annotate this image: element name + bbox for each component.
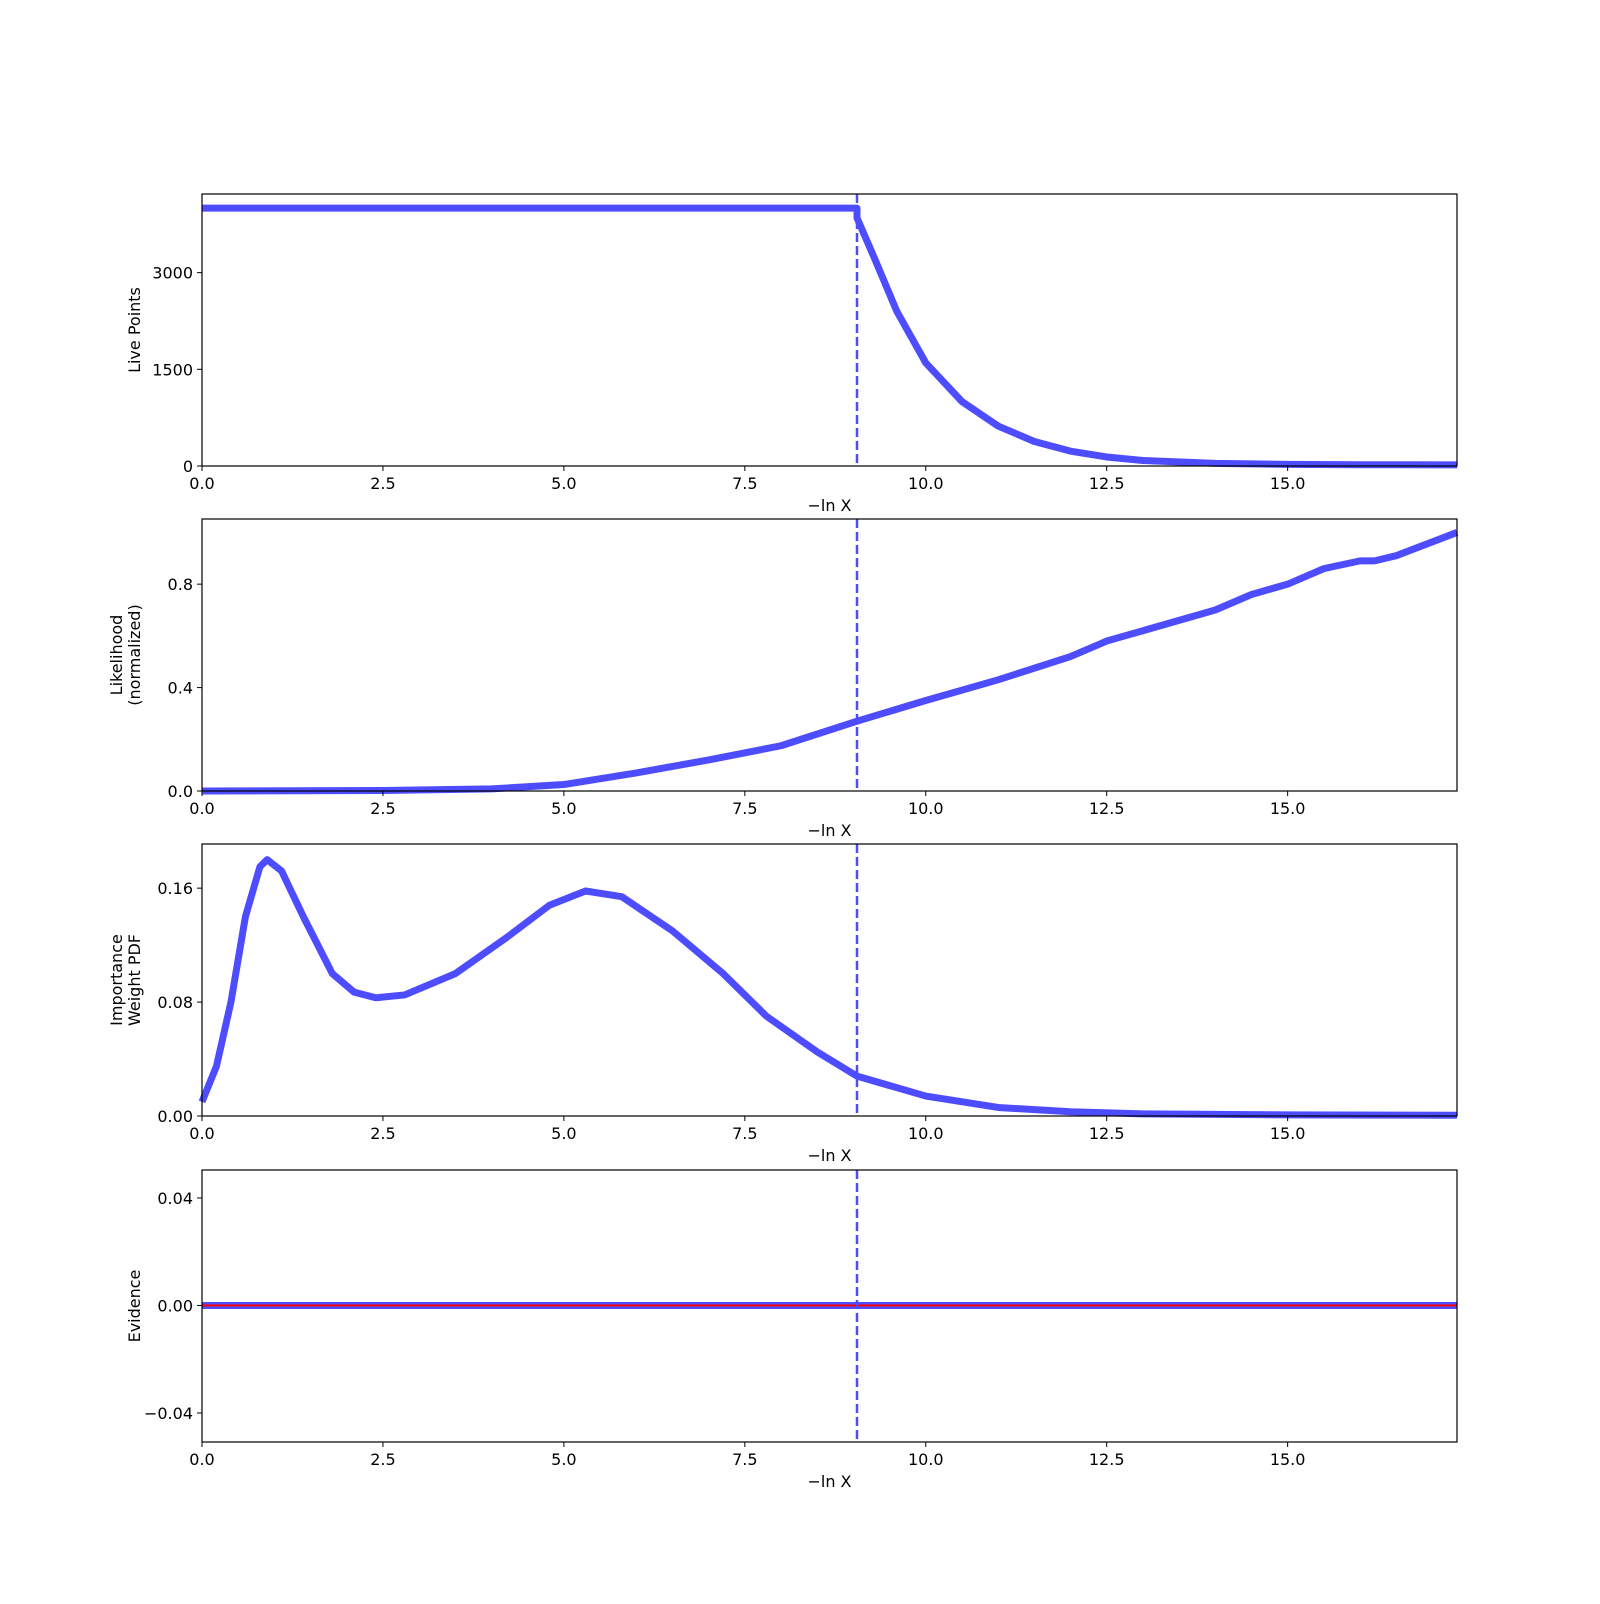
- x-tick-label: 10.0: [908, 1450, 944, 1469]
- x-tick-label: 2.5: [370, 474, 395, 493]
- x-tick-label: 0.0: [189, 474, 214, 493]
- x-axis-label: −ln X: [807, 496, 851, 515]
- x-tick-label: 2.5: [370, 1124, 395, 1143]
- data-line: [198, 856, 1458, 1119]
- x-tick-label: 5.0: [551, 1124, 576, 1143]
- x-tick-label: 10.0: [908, 1124, 944, 1143]
- y-tick-label: 0.08: [157, 993, 193, 1012]
- data-line: [201, 529, 1459, 795]
- y-tick-label: 0.16: [157, 879, 193, 898]
- y-tick-label: 0.04: [157, 1189, 193, 1208]
- y-axis-label: Importance: [107, 934, 126, 1026]
- y-tick-label: 0: [183, 457, 193, 476]
- y-tick-label: 0.00: [157, 1296, 193, 1315]
- x-tick-label: 10.0: [908, 474, 944, 493]
- x-tick-label: 12.5: [1089, 474, 1125, 493]
- y-tick-label: −0.04: [144, 1404, 193, 1423]
- x-tick-label: 12.5: [1089, 1450, 1125, 1469]
- y-tick-label: 0.0: [168, 782, 193, 801]
- x-tick-label: 2.5: [370, 1450, 395, 1469]
- y-axis-label: (normalized): [125, 604, 144, 705]
- y-axis-label: Live Points: [125, 287, 144, 373]
- x-axis-label: −ln X: [807, 1146, 851, 1165]
- x-tick-label: 12.5: [1089, 799, 1125, 818]
- data-line: [202, 204, 1458, 469]
- x-tick-label: 7.5: [732, 1450, 757, 1469]
- x-tick-label: 10.0: [908, 799, 944, 818]
- x-tick-label: 7.5: [732, 1124, 757, 1143]
- x-tick-label: 0.0: [189, 1124, 214, 1143]
- y-axis-label: Likelihood: [107, 615, 126, 696]
- x-axis-label: −ln X: [807, 1472, 851, 1491]
- x-tick-label: 5.0: [551, 474, 576, 493]
- axes-frame: [201, 518, 1458, 792]
- axes-frame: [201, 1169, 1458, 1443]
- x-axis-label: −ln X: [807, 821, 851, 840]
- x-tick-label: 5.0: [551, 1450, 576, 1469]
- x-tick-label: 15.0: [1270, 799, 1306, 818]
- x-tick-label: 15.0: [1270, 1124, 1306, 1143]
- y-tick-label: 0.00: [157, 1107, 193, 1126]
- x-tick-label: 5.0: [551, 799, 576, 818]
- y-tick-label: 1500: [152, 360, 193, 379]
- axes-frame: [201, 193, 1458, 467]
- x-tick-label: 0.0: [189, 1450, 214, 1469]
- x-tick-label: 7.5: [732, 474, 757, 493]
- x-tick-label: 15.0: [1270, 474, 1306, 493]
- y-axis-label: Evidence: [125, 1270, 144, 1343]
- x-tick-label: 2.5: [370, 799, 395, 818]
- x-tick-label: 7.5: [732, 799, 757, 818]
- x-tick-label: 15.0: [1270, 1450, 1306, 1469]
- y-tick-label: 0.4: [168, 679, 193, 698]
- y-tick-label: 3000: [152, 264, 193, 283]
- y-axis-label: Weight PDF: [125, 934, 144, 1026]
- axes-frame: [201, 843, 1458, 1117]
- y-tick-label: 0.8: [168, 575, 193, 594]
- x-tick-label: 12.5: [1089, 1124, 1125, 1143]
- x-tick-label: 0.0: [189, 799, 214, 818]
